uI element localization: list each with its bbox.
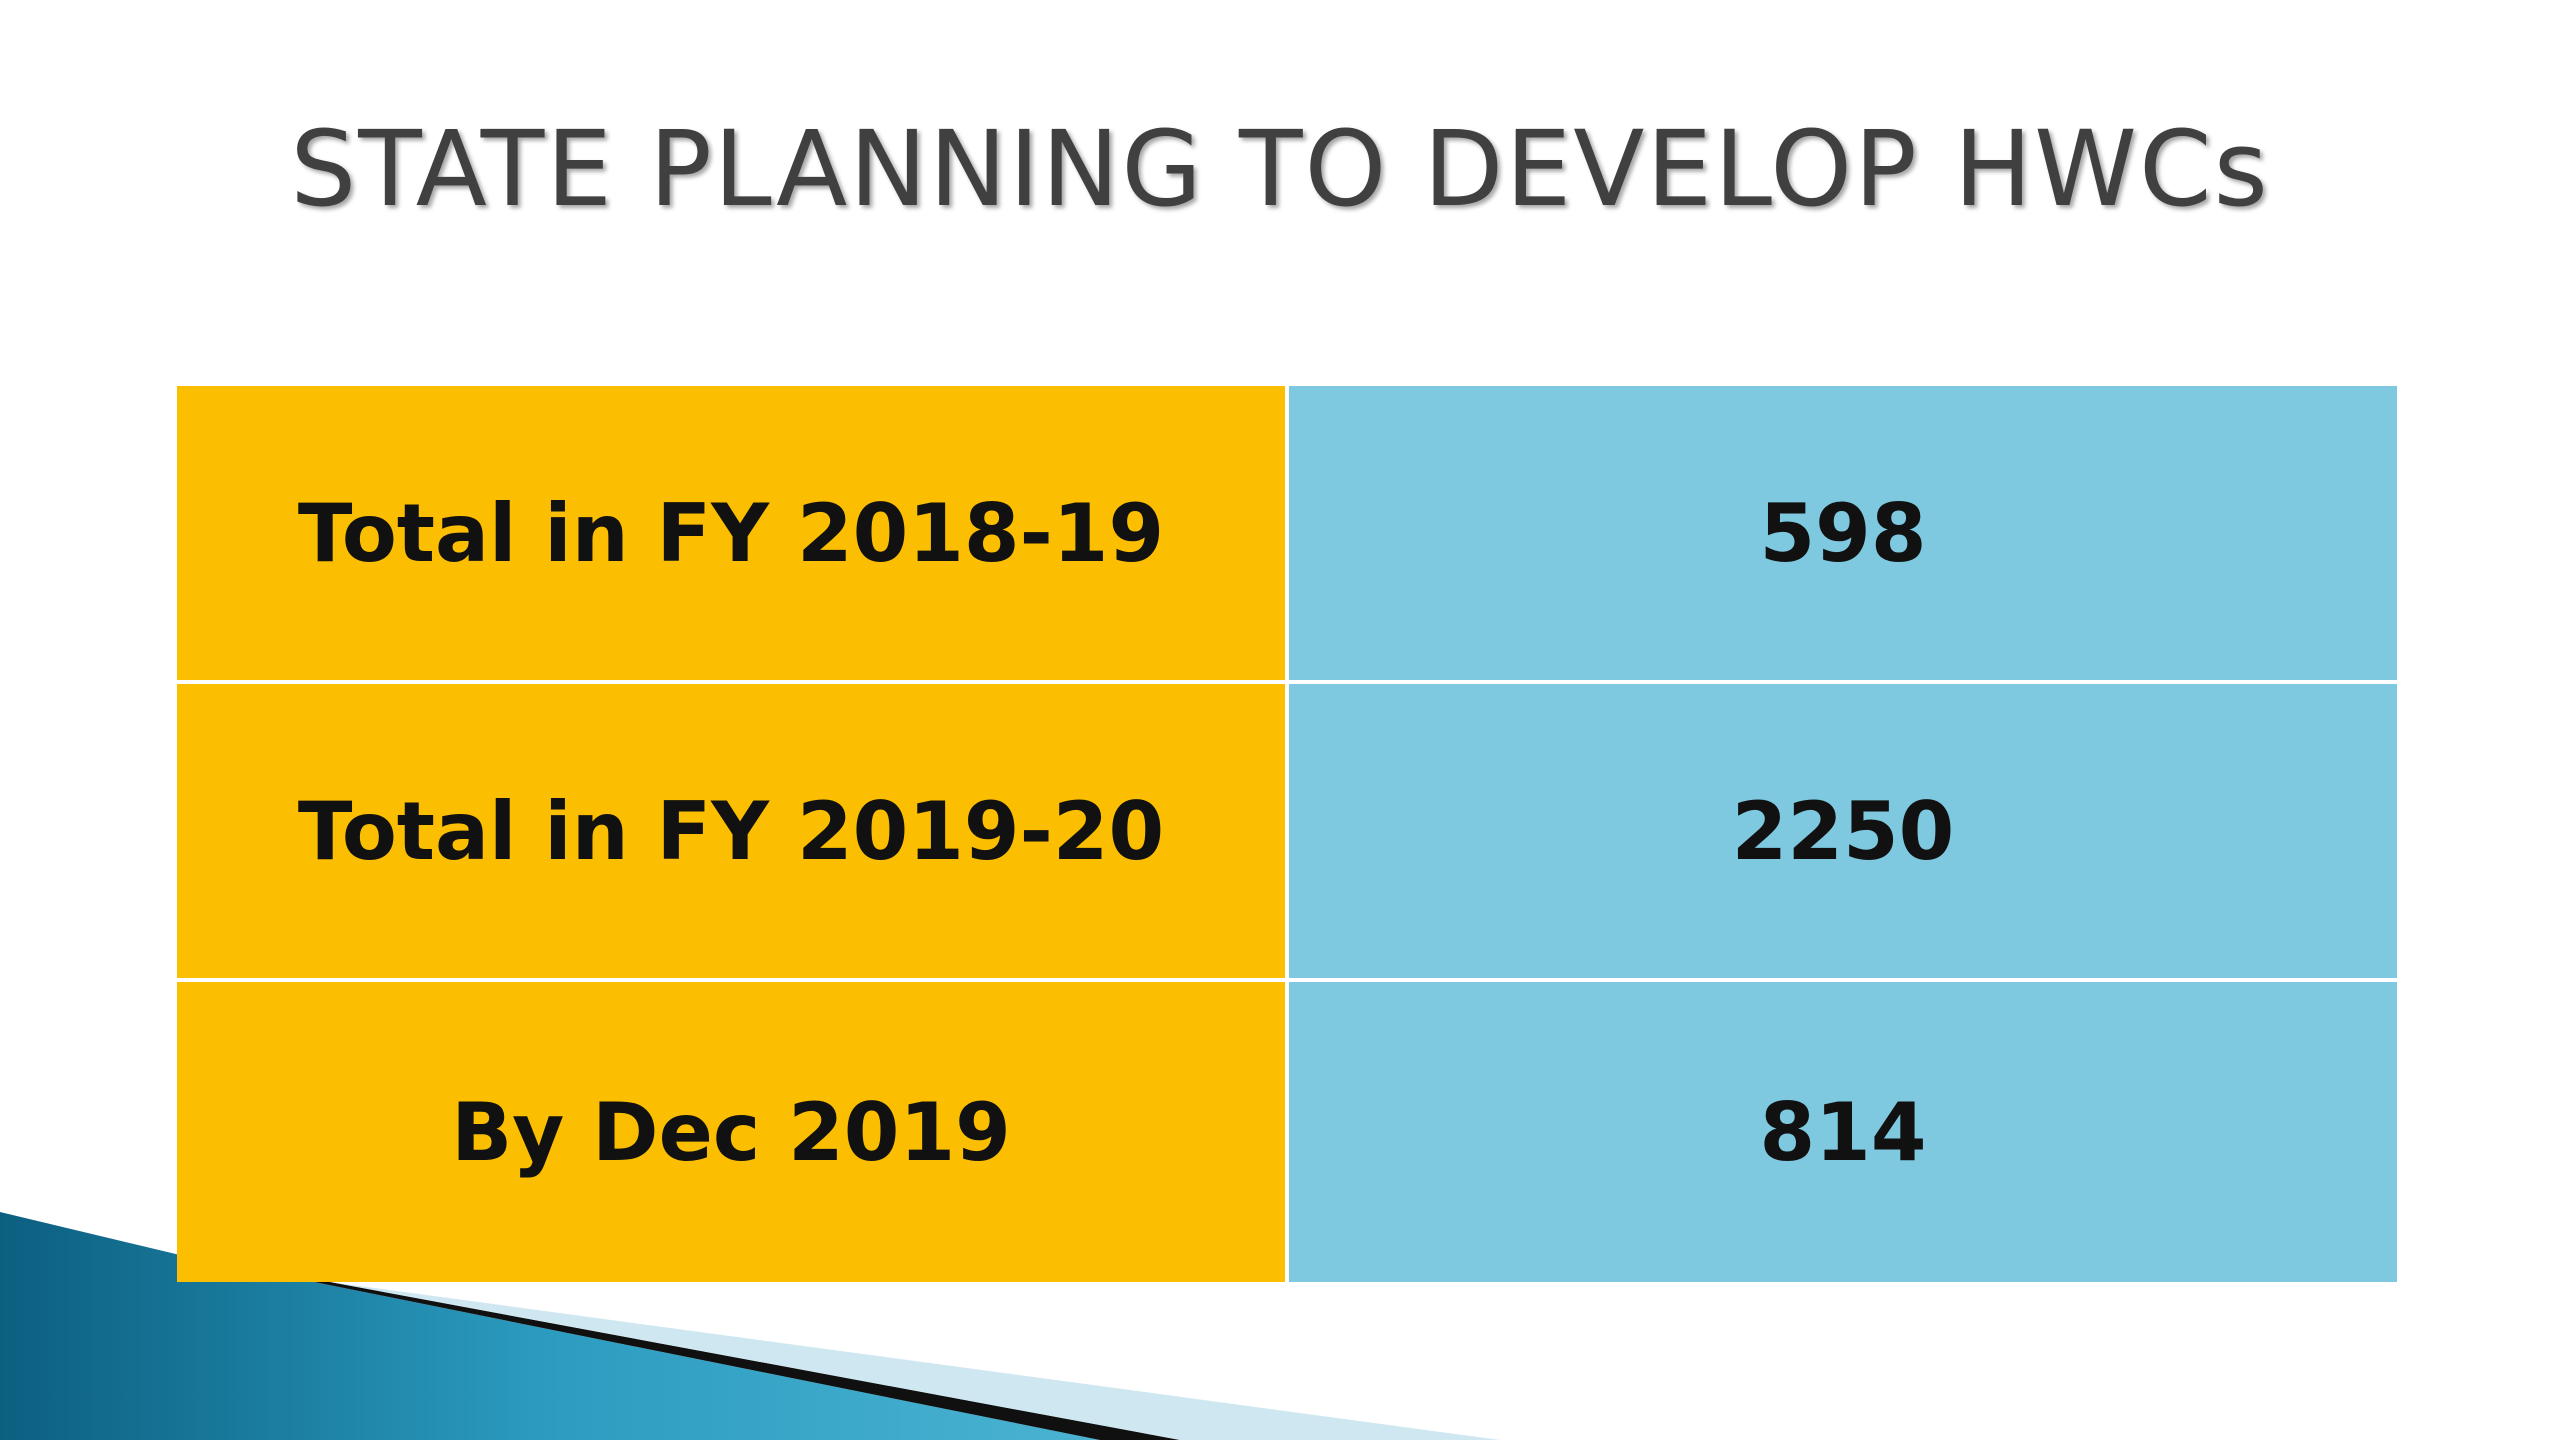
page-title: STATE PLANNING TO DEVELOP HWCs	[290, 108, 2270, 230]
row-2-label: Total in FY 2019-20	[177, 684, 1287, 982]
row-3-label: By Dec 2019	[177, 982, 1287, 1282]
row-1-label: Total in FY 2018-19	[177, 386, 1287, 684]
dark-stripe-shape	[180, 1255, 1180, 1440]
hwc-planning-table: Total in FY 2018-19 598 Total in FY 2019…	[177, 386, 2397, 1282]
teal-wedge-shape	[0, 1212, 1100, 1440]
row-1-value: 598	[1287, 386, 2397, 684]
light-sweep-shape	[330, 1282, 1500, 1440]
row-2-value: 2250	[1287, 684, 2397, 982]
row-3-value: 814	[1287, 982, 2397, 1282]
